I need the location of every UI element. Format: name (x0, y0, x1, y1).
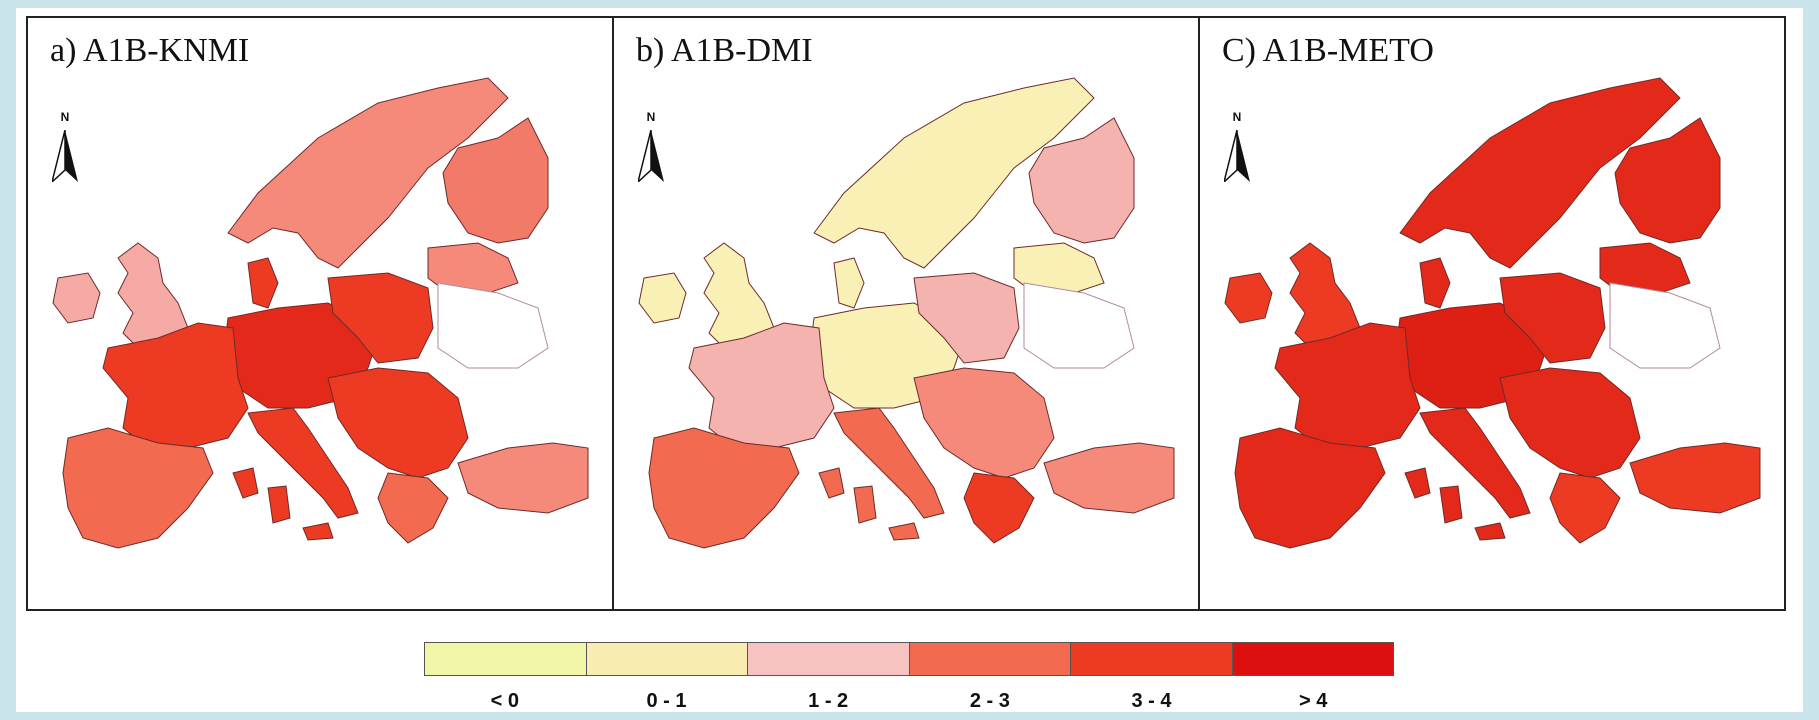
region-baltics (1599, 242, 1691, 294)
region-ireland (1224, 272, 1273, 324)
region-italy (247, 407, 359, 519)
region-balkans (327, 367, 469, 479)
region-iberia (62, 427, 214, 549)
region-baltics (427, 242, 519, 294)
region-poland (913, 272, 1020, 364)
legend-label: < 0 (490, 690, 520, 712)
region-italy (833, 407, 945, 519)
region-denmark (247, 257, 279, 309)
panel-dmi: b) A1B-DMI N (614, 18, 1200, 609)
panel-knmi: a) A1B-KNMI N (28, 18, 614, 609)
region-denmark (833, 257, 865, 309)
region-balkans (913, 367, 1055, 479)
legend-bar (424, 642, 1394, 676)
region-islands (232, 467, 334, 541)
region-islands (818, 467, 920, 541)
color-legend: < 0 0 - 1 1 - 2 2 - 3 3 - 4 > 4 (424, 642, 1394, 713)
region-finland (442, 117, 549, 244)
europe-map (638, 77, 1175, 549)
region-denmark (1419, 257, 1451, 309)
region-balkans (1499, 367, 1641, 479)
legend-labels: < 0 0 - 1 1 - 2 2 - 3 3 - 4 > 4 (424, 690, 1394, 713)
legend-swatch (1232, 643, 1393, 675)
region-greece (963, 472, 1035, 544)
region-france (1274, 322, 1421, 449)
region-iberia (1234, 427, 1386, 549)
region-greece (377, 472, 449, 544)
region-scandinavia (227, 77, 509, 269)
north-arrow-icon: N (1220, 110, 1254, 190)
panel-title: a) A1B-KNMI (50, 32, 250, 69)
europe-map (52, 77, 589, 549)
region-no-data (1609, 282, 1721, 369)
region-baltics (1013, 242, 1105, 294)
panel-title: C) A1B-METO (1222, 32, 1434, 69)
legend-label: > 4 (1299, 690, 1328, 712)
region-no-data (437, 282, 549, 369)
north-label: N (1232, 110, 1242, 124)
region-italy (1419, 407, 1531, 519)
legend-swatch (425, 643, 587, 675)
north-label: N (60, 110, 70, 124)
region-greece (1549, 472, 1621, 544)
region-finland (1028, 117, 1135, 244)
region-turkey (1629, 442, 1761, 514)
legend-swatch (586, 643, 748, 675)
region-iberia (648, 427, 800, 549)
region-france (688, 322, 835, 449)
legend-swatch (909, 643, 1071, 675)
legend-label: 0 - 1 (646, 690, 687, 712)
region-finland (1614, 117, 1721, 244)
region-turkey (457, 442, 589, 514)
legend-label: 1 - 2 (808, 690, 849, 712)
north-label: N (646, 110, 656, 124)
region-ireland (52, 272, 101, 324)
legend-swatch (1071, 643, 1233, 675)
legend-swatch (748, 643, 910, 675)
region-turkey (1043, 442, 1175, 514)
map-panels: a) A1B-KNMI N b) A1B-DMI N C) A1B-METO N (26, 16, 1786, 611)
north-arrow-icon: N (48, 110, 82, 190)
region-scandinavia (1399, 77, 1681, 269)
panel-meto: C) A1B-METO N (1200, 18, 1784, 609)
region-poland (327, 272, 434, 364)
europe-map (1224, 77, 1761, 549)
figure: a) A1B-KNMI N b) A1B-DMI N C) A1B-METO N (16, 8, 1803, 712)
panel-title: b) A1B-DMI (636, 32, 813, 69)
legend-label: 2 - 3 (969, 690, 1010, 712)
region-scandinavia (813, 77, 1095, 269)
legend-label: 3 - 4 (1131, 690, 1172, 712)
region-france (102, 322, 249, 449)
region-ireland (638, 272, 687, 324)
north-arrow-icon: N (634, 110, 668, 190)
region-islands (1404, 467, 1506, 541)
region-poland (1499, 272, 1606, 364)
region-no-data (1023, 282, 1135, 369)
